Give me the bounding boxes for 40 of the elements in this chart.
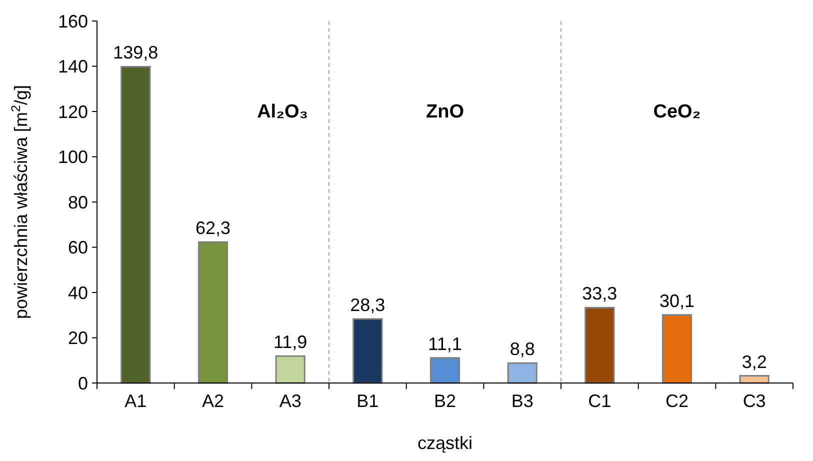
x-tick-label: B1: [356, 391, 379, 411]
x-tick-label: A1: [124, 391, 147, 411]
y-tick-label: 20: [68, 328, 88, 348]
bar: [584, 306, 615, 384]
data-label: 139,8: [113, 42, 158, 63]
bar: [120, 66, 151, 384]
bar: [198, 241, 228, 384]
data-label: 62,3: [195, 218, 231, 238]
annotation: Al₂O₃: [257, 102, 308, 122]
bar: [662, 314, 692, 384]
bar: [352, 318, 383, 384]
y-tick-label: 40: [68, 282, 88, 303]
data-label: 33,3: [582, 284, 618, 304]
annotation: CeO₂: [653, 102, 701, 122]
data-label: 11,1: [428, 334, 462, 354]
x-tick-label: B2: [434, 391, 456, 411]
data-label: 8,8: [510, 339, 535, 360]
y-tick-label: 120: [58, 102, 88, 122]
x-tick-label: C1: [588, 391, 612, 411]
annotation: ZnO: [426, 102, 464, 122]
y-tick-label: 140: [58, 56, 88, 77]
x-tick-label: A2: [202, 391, 224, 411]
y-tick-label: 100: [58, 147, 88, 168]
x-tick-label: C3: [742, 391, 766, 411]
x-tick-label: A3: [279, 391, 302, 411]
bar: [430, 357, 460, 384]
x-tick-label: B3: [511, 391, 534, 411]
y-tick-label: 80: [68, 192, 88, 212]
data-label: 28,3: [350, 294, 386, 315]
y-tick-label: 0: [78, 373, 88, 394]
data-label: 30,1: [659, 290, 695, 311]
y-tick-label: 60: [68, 238, 88, 258]
data-label: 11,9: [273, 332, 308, 352]
x-tick-label: C2: [665, 391, 689, 411]
y-tick-label: 160: [58, 11, 88, 32]
x-axis-title: cząstki: [417, 433, 473, 453]
bar: [275, 355, 306, 384]
bar: [507, 362, 538, 384]
data-label: 3,2: [742, 352, 767, 372]
bar: [739, 375, 770, 384]
